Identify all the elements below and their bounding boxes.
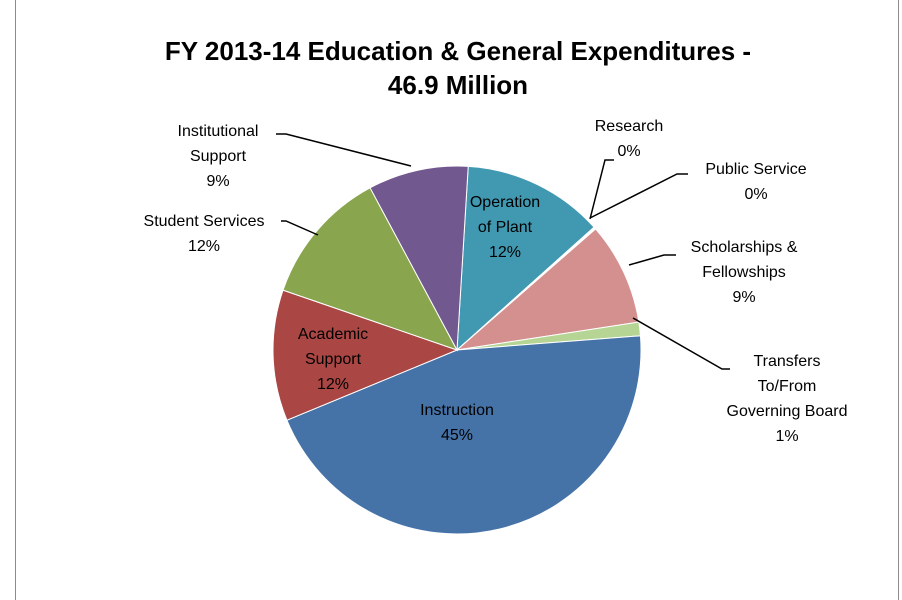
data-label-student-services: Student Services 12% <box>144 213 265 255</box>
data-label-line: 9% <box>732 289 755 306</box>
slice-academic-support <box>272 289 459 421</box>
leader-line-scholarships-fellowships <box>628 254 676 266</box>
data-label-line: Academic <box>298 326 368 343</box>
pie-slices <box>272 165 642 535</box>
data-label-line: 0% <box>744 186 767 203</box>
data-label-line: Support <box>305 351 362 368</box>
data-label-research: Research 0% <box>595 118 663 160</box>
data-label-line: 9% <box>206 173 229 190</box>
data-label-line: Transfers <box>754 353 821 370</box>
leader-line-institutional-support <box>276 133 412 167</box>
data-label-line: Public Service <box>705 161 806 178</box>
data-label-line: Fellowships <box>702 264 786 281</box>
data-label-academic-support: Academic Support 12% <box>298 326 368 393</box>
leader-line-research <box>589 159 614 220</box>
slice-institutional-support <box>369 165 469 352</box>
data-label-line: Governing Board <box>727 403 848 420</box>
data-label-line: of Plant <box>478 219 533 236</box>
data-label-line: Operation <box>470 194 540 211</box>
leader-line-public-service <box>589 173 688 219</box>
data-label-line: To/From <box>758 378 817 395</box>
chart-title: FY 2013-14 Education & General Expenditu… <box>16 34 900 102</box>
data-label-line: Research <box>595 118 663 135</box>
data-label-line: 12% <box>489 244 521 261</box>
data-label-line: 12% <box>317 376 349 393</box>
data-label-line: Institutional <box>178 123 259 140</box>
data-label-transfers-to-from-governing-board: Transfers To/From Governing Board 1% <box>727 353 848 445</box>
pie-labels: Operation of Plant 12%Research 0%Public Ser… <box>144 118 848 445</box>
slice-scholarships-fellowships <box>455 228 640 351</box>
data-label-line: 0% <box>617 143 640 160</box>
data-label-line: Student Services <box>144 213 265 230</box>
slice-student-services <box>282 187 459 351</box>
data-label-public-service: Public Service 0% <box>705 161 806 203</box>
leader-line-student-services <box>281 220 319 236</box>
slice-operation-of-plant <box>456 165 595 352</box>
data-label-scholarships-fellowships: Scholarships & Fellowships 9% <box>691 239 798 306</box>
chart-title-line-2: 46.9 Million <box>387 70 529 100</box>
data-label-line: 1% <box>775 428 798 445</box>
leader-line-transfers-to-from-governing-board <box>632 317 730 370</box>
data-label-institutional-support: Institutional Support 9% <box>178 123 259 190</box>
data-label-operation-of-plant: Operation of Plant 12% <box>470 194 540 261</box>
data-label-line: Instruction <box>420 402 494 419</box>
slice-instruction <box>286 335 642 535</box>
data-label-line: 45% <box>441 427 473 444</box>
chart-title-line-1: FY 2013-14 Education & General Expenditu… <box>164 36 752 66</box>
data-label-line: 12% <box>188 238 220 255</box>
data-label-line: Support <box>190 148 247 165</box>
data-label-line: Scholarships & <box>691 239 798 256</box>
data-label-instruction: Instruction 45% <box>420 402 494 444</box>
